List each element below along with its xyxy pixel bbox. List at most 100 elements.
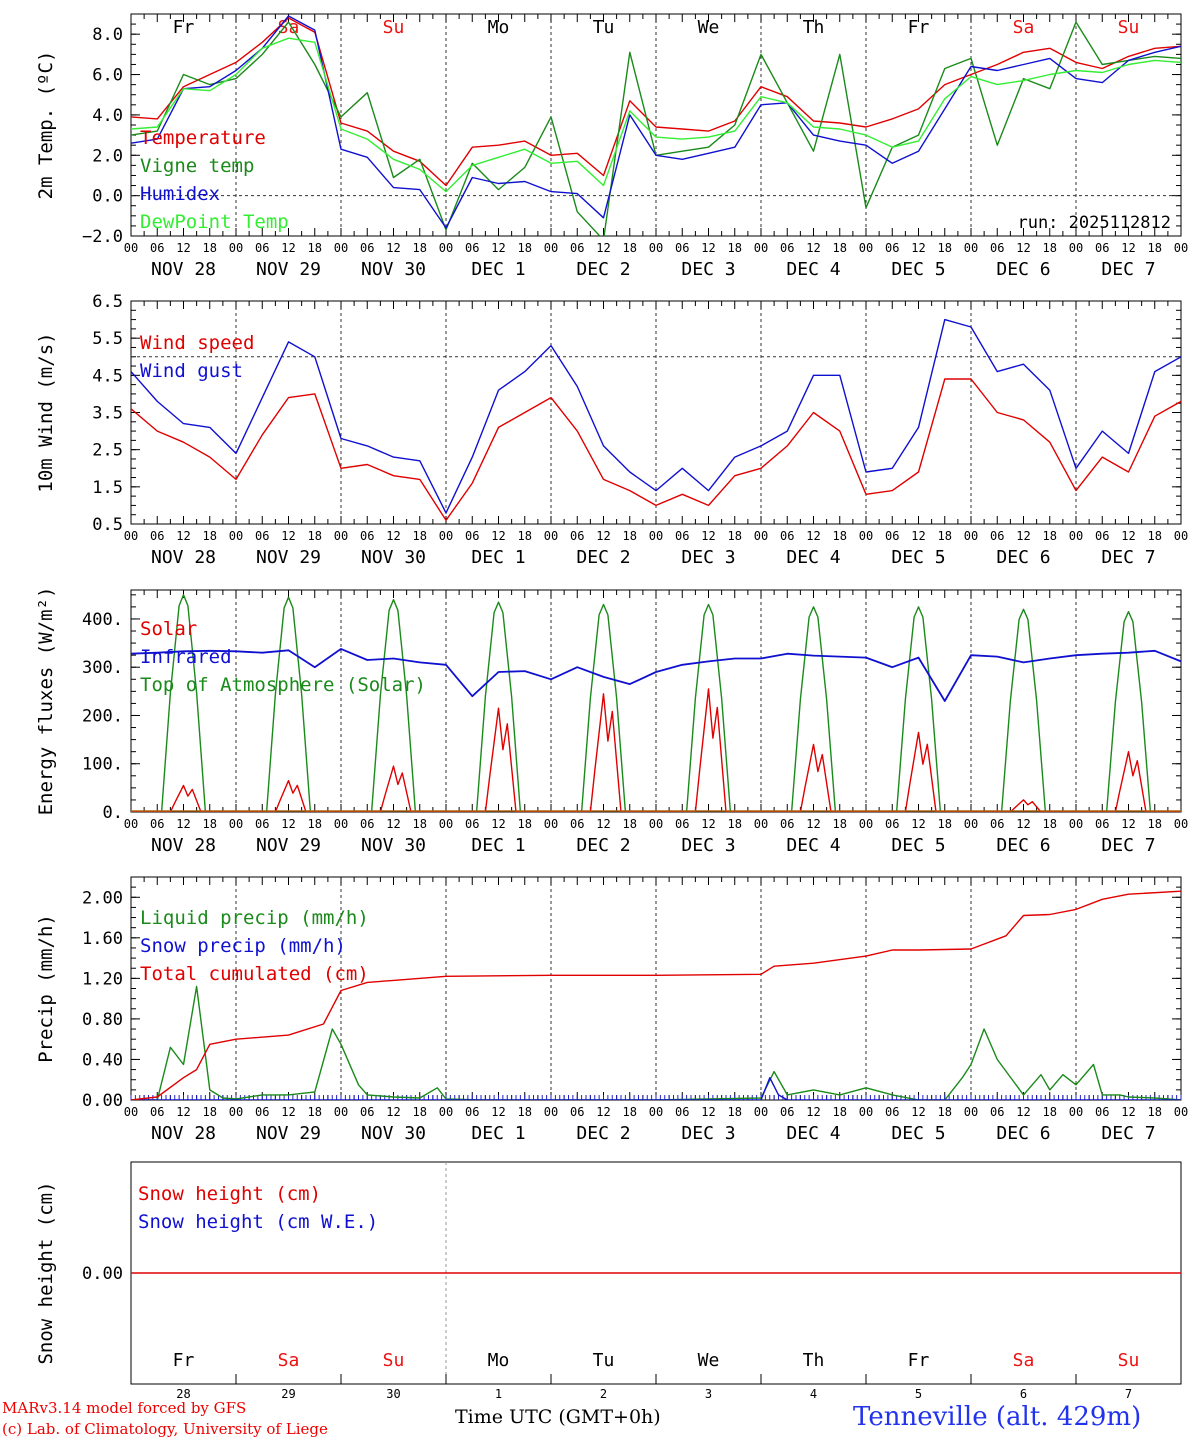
hour-tick-label: 12 xyxy=(386,241,400,255)
weekday-label: Fr xyxy=(908,17,930,38)
hour-tick-label: 12 xyxy=(176,529,190,543)
hour-tick-label: 12 xyxy=(596,529,610,543)
legend-entry: Total cumulated (cm) xyxy=(140,963,369,985)
y-axis-label: Snow height (cm) xyxy=(35,1181,57,1364)
hour-tick-label: 18 xyxy=(623,817,637,831)
date-label: DEC 7 xyxy=(1101,547,1155,568)
hour-tick-label: 06 xyxy=(780,241,794,255)
hour-tick-label: 06 xyxy=(570,529,584,543)
date-label: NOV 28 xyxy=(151,259,216,280)
hour-tick-label: 12 xyxy=(281,817,295,831)
hour-tick-label: 18 xyxy=(833,817,847,831)
y-tick-label: 3.5 xyxy=(92,404,123,424)
y-axis-label: 2m Temp. (ºC) xyxy=(35,51,57,200)
hour-tick-label: 12 xyxy=(806,529,820,543)
hour-tick-label: 00 xyxy=(964,1105,978,1119)
day-number-label: 29 xyxy=(281,1387,295,1398)
hour-tick-label: 12 xyxy=(491,817,505,831)
hour-tick-label: 18 xyxy=(308,529,322,543)
panel-1: 00 06 12 18 NOV 28 00 06 12 18 NOV 29 00 06 12 18 NOV … xyxy=(35,13,1188,280)
series-line-1 xyxy=(131,1076,1181,1100)
hour-tick-label: 12 xyxy=(806,1105,820,1119)
y-tick-label: 300. xyxy=(82,658,123,678)
series-line-0 xyxy=(131,17,1181,187)
y-tick-label: −2.0 xyxy=(82,227,123,247)
y-tick-label: 0.5 xyxy=(92,515,123,535)
weekday-label: Sa xyxy=(1013,17,1035,38)
date-label: NOV 30 xyxy=(361,547,426,568)
hour-tick-label: 00 xyxy=(754,241,768,255)
hour-tick-label: 18 xyxy=(728,1105,742,1119)
hour-tick-label: 00 xyxy=(649,817,663,831)
date-label: NOV 29 xyxy=(256,259,321,280)
hour-tick-label: 18 xyxy=(833,529,847,543)
hour-tick-label: 00 xyxy=(649,529,663,543)
date-label: DEC 7 xyxy=(1101,259,1155,280)
date-label: NOV 30 xyxy=(361,1123,426,1144)
date-label: DEC 4 xyxy=(786,259,840,280)
hour-tick-label: 00 xyxy=(334,1105,348,1119)
hour-tick-label: 18 xyxy=(938,817,952,831)
day-number-label: 28 xyxy=(176,1387,190,1398)
hour-tick-label: 06 xyxy=(150,817,164,831)
hour-tick-label: 12 xyxy=(911,1105,925,1119)
date-label: DEC 2 xyxy=(576,1123,630,1144)
y-tick-label: 4.5 xyxy=(92,366,123,386)
hour-tick-label: 00 xyxy=(229,817,243,831)
hour-tick-label: 00 xyxy=(1174,1105,1188,1119)
date-label: NOV 29 xyxy=(256,547,321,568)
hour-tick-label: 12 xyxy=(806,817,820,831)
date-label: NOV 30 xyxy=(361,259,426,280)
y-tick-label: 8.0 xyxy=(92,25,123,45)
hour-tick-label: 12 xyxy=(386,1105,400,1119)
legend-entry: Infrared xyxy=(140,646,232,668)
weekday-label: Su xyxy=(1118,1350,1140,1371)
hour-tick-label: 00 xyxy=(754,529,768,543)
hour-tick-label: 12 xyxy=(491,1105,505,1119)
date-label: DEC 3 xyxy=(681,835,735,856)
y-tick-label: 0. xyxy=(103,803,123,823)
hour-tick-label: 06 xyxy=(570,241,584,255)
hour-tick-label: 00 xyxy=(439,241,453,255)
hour-tick-label: 00 xyxy=(1174,817,1188,831)
hour-tick-label: 06 xyxy=(1095,1105,1109,1119)
hour-tick-label: 06 xyxy=(465,241,479,255)
legend-entry: Snow precip (mm/h) xyxy=(140,935,346,957)
hour-tick-label: 06 xyxy=(675,1105,689,1119)
hour-tick-label: 18 xyxy=(518,817,532,831)
hour-tick-label: 00 xyxy=(859,817,873,831)
series-group xyxy=(131,15,1181,236)
hour-tick-label: 00 xyxy=(334,241,348,255)
date-label: DEC 5 xyxy=(891,835,945,856)
series-line-2 xyxy=(131,890,1181,1100)
hour-tick-label: 18 xyxy=(518,1105,532,1119)
weekday-label: Sa xyxy=(1013,1350,1035,1371)
y-tick-label: 0.0 xyxy=(92,187,123,207)
hour-tick-label: 06 xyxy=(465,1105,479,1119)
hour-tick-label: 00 xyxy=(1069,241,1083,255)
hour-tick-label: 06 xyxy=(675,241,689,255)
date-label: DEC 6 xyxy=(996,259,1050,280)
y-tick-label: 200. xyxy=(82,706,123,726)
hour-tick-label: 12 xyxy=(281,1105,295,1119)
hour-tick-label: 18 xyxy=(623,529,637,543)
hour-tick-label: 06 xyxy=(360,817,374,831)
hour-tick-label: 18 xyxy=(518,241,532,255)
weekday-label: Su xyxy=(1118,17,1140,38)
run-label: run: 2025112812 xyxy=(1017,213,1171,233)
day-number-label: 2 xyxy=(600,1387,607,1398)
hour-tick-label: 18 xyxy=(728,817,742,831)
hour-tick-label: 18 xyxy=(728,241,742,255)
hour-tick-label: 00 xyxy=(544,529,558,543)
hour-tick-label: 18 xyxy=(833,241,847,255)
hour-tick-label: 06 xyxy=(885,241,899,255)
hour-tick-label: 12 xyxy=(596,241,610,255)
hour-tick-label: 18 xyxy=(518,529,532,543)
day-number-label: 1 xyxy=(495,1387,502,1398)
y-tick-label: 2.0 xyxy=(92,146,123,166)
panel-2: 00 06 12 18 NOV 28 00 06 12 18 NOV 29 00 06 12 18 NOV … xyxy=(35,292,1188,568)
y-tick-label: 6.0 xyxy=(92,66,123,86)
date-label: NOV 28 xyxy=(151,1123,216,1144)
hour-tick-label: 00 xyxy=(1069,817,1083,831)
date-label: NOV 29 xyxy=(256,1123,321,1144)
